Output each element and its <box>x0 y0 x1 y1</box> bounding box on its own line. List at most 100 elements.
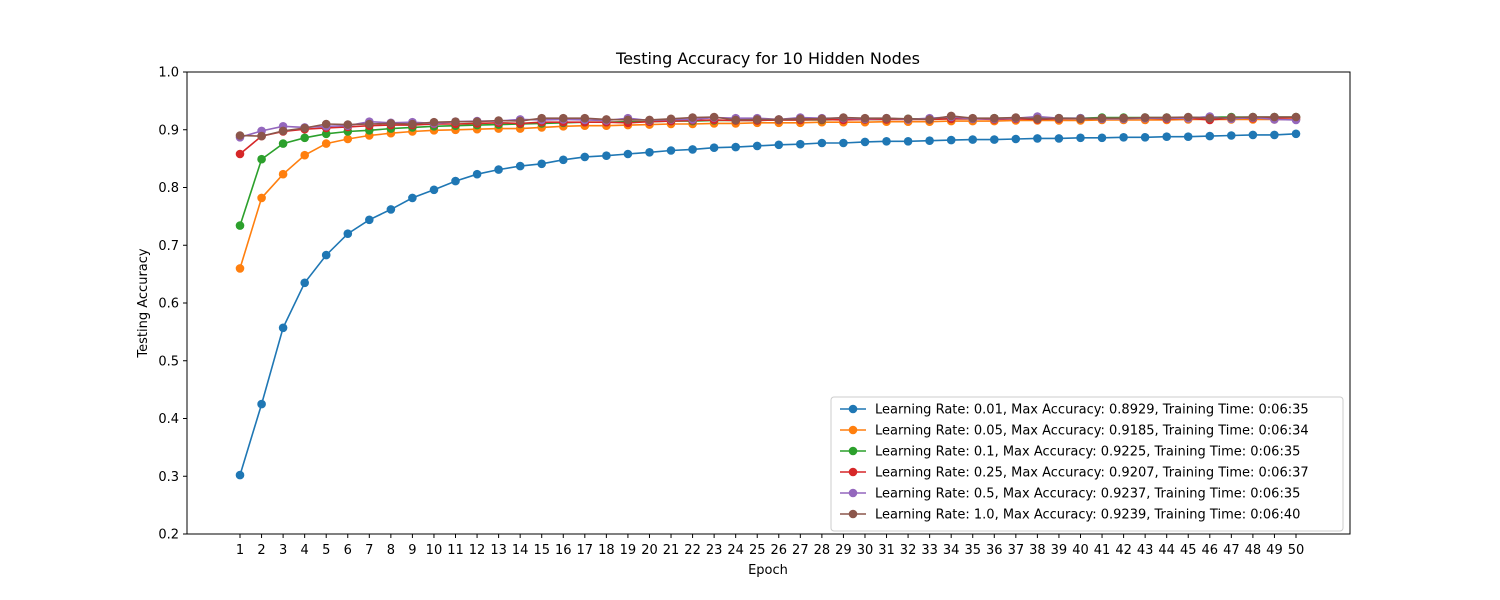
data-point <box>709 112 719 122</box>
data-point <box>321 139 331 148</box>
data-point <box>235 149 245 159</box>
x-tick-label: 40 <box>1072 543 1089 558</box>
data-point <box>1011 113 1021 122</box>
data-point <box>903 114 913 124</box>
x-tick-label: 22 <box>684 543 701 558</box>
data-point <box>1227 131 1236 140</box>
data-point <box>343 134 353 144</box>
series-6 <box>235 111 1301 141</box>
x-tick-label: 31 <box>878 543 895 558</box>
x-tick-label: 25 <box>749 543 766 558</box>
x-tick-label: 50 <box>1288 543 1305 558</box>
data-point <box>602 115 611 124</box>
data-point <box>365 215 374 225</box>
data-point <box>408 193 417 203</box>
data-point <box>968 135 977 144</box>
y-axis-title: Testing Accuracy <box>136 248 151 358</box>
x-tick-label: 26 <box>771 543 788 558</box>
x-tick-label: 5 <box>322 543 330 558</box>
x-tick-label: 33 <box>921 543 938 558</box>
data-point <box>1205 113 1215 123</box>
x-tick-label: 28 <box>814 543 831 558</box>
data-point <box>278 169 288 179</box>
x-axis-title: Epoch <box>748 563 788 578</box>
x-tick-label: 19 <box>620 543 637 558</box>
x-tick-label: 30 <box>857 543 874 558</box>
data-point <box>580 152 590 162</box>
legend-item: Learning Rate: 0.05, Max Accuracy: 0.918… <box>840 424 1309 439</box>
x-tick-label: 38 <box>1029 543 1046 558</box>
legend-item: Learning Rate: 0.1, Max Accuracy: 0.9225… <box>840 445 1300 460</box>
x-tick-label: 1 <box>236 543 244 558</box>
data-point <box>731 115 740 125</box>
legend-item: Learning Rate: 1.0, Max Accuracy: 0.9239… <box>840 508 1300 523</box>
x-tick-label: 39 <box>1051 543 1068 558</box>
data-point <box>235 131 245 140</box>
legend-label: Learning Rate: 0.5, Max Accuracy: 0.9237… <box>875 487 1300 502</box>
data-point <box>235 221 245 230</box>
data-point <box>559 155 568 165</box>
data-point <box>1119 113 1128 123</box>
data-point <box>882 113 891 123</box>
data-point <box>817 114 827 124</box>
data-point <box>1270 130 1279 140</box>
data-point <box>623 115 633 125</box>
plot-area <box>235 111 1301 480</box>
x-tick-label: 6 <box>344 543 352 558</box>
x-tick-label: 32 <box>900 543 917 558</box>
x-tick-label: 36 <box>986 543 1003 558</box>
data-point <box>1076 133 1085 143</box>
x-tick-label: 43 <box>1137 543 1154 558</box>
data-point <box>300 150 310 160</box>
data-point <box>752 115 762 124</box>
data-point <box>1162 132 1171 141</box>
data-point <box>1097 133 1107 143</box>
series-1 <box>235 129 1301 480</box>
data-point <box>494 116 503 125</box>
data-point <box>1033 114 1042 124</box>
data-point <box>386 119 396 128</box>
y-tick-label: 0.9 <box>158 123 179 138</box>
series-3 <box>235 112 1301 230</box>
data-point <box>1248 130 1258 140</box>
x-tick-label: 2 <box>257 543 265 558</box>
data-point <box>1183 132 1193 141</box>
x-tick-label: 42 <box>1115 543 1132 558</box>
x-tick-label: 21 <box>663 543 680 558</box>
data-point <box>925 136 934 145</box>
x-tick-label: 29 <box>835 543 852 558</box>
legend-swatch-marker <box>848 446 858 456</box>
data-point <box>990 113 999 123</box>
data-point <box>1270 112 1279 122</box>
x-tick-label: 11 <box>447 543 464 558</box>
data-point <box>257 399 266 409</box>
x-tick-label: 8 <box>387 543 395 558</box>
data-point <box>1183 112 1193 122</box>
data-point <box>580 113 590 123</box>
data-point <box>817 138 827 148</box>
y-tick-label: 1.0 <box>158 66 179 81</box>
y-tick-label: 0.5 <box>158 354 179 369</box>
x-tick-label: 4 <box>301 543 309 558</box>
data-point <box>623 149 633 159</box>
y-tick-label: 0.6 <box>158 297 179 312</box>
data-point <box>946 111 956 121</box>
data-point <box>278 139 288 148</box>
x-tick-label: 34 <box>943 543 960 558</box>
x-tick-label: 13 <box>490 543 507 558</box>
data-point <box>882 137 891 146</box>
data-point <box>796 114 805 124</box>
data-point <box>494 165 503 174</box>
x-tick-label: 17 <box>577 543 594 558</box>
data-point <box>774 140 784 150</box>
x-tick-label: 12 <box>469 543 486 558</box>
data-point <box>451 176 460 186</box>
data-point <box>343 120 353 129</box>
data-point <box>321 119 331 129</box>
data-point <box>515 116 525 126</box>
data-point <box>300 278 310 288</box>
data-point <box>666 114 676 124</box>
data-point <box>903 137 913 146</box>
x-tick-label: 44 <box>1158 543 1175 558</box>
